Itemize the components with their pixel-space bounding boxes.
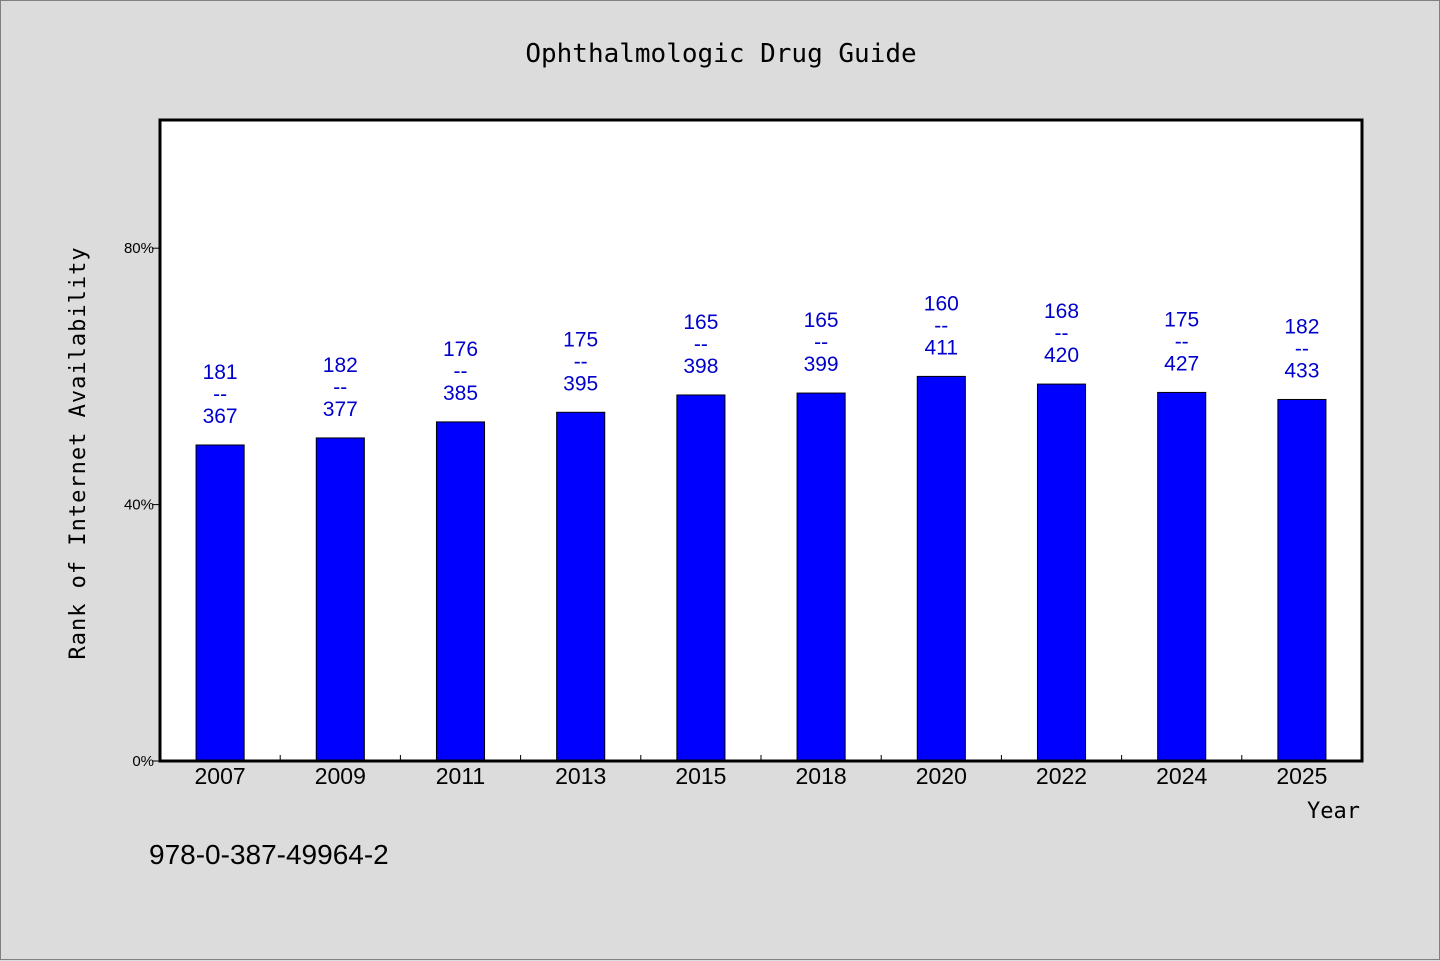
data-label-2009-0: 182 <box>323 354 358 377</box>
data-label-2018-1: -- <box>814 331 828 354</box>
x-tick-label-2013: 2013 <box>555 763 606 789</box>
chart-title: Ophthalmologic Drug Guide <box>525 39 916 69</box>
y-tick-label-0: 0% <box>132 753 154 770</box>
data-label-2020-2: 411 <box>925 336 958 359</box>
x-axis-label: Year <box>1307 799 1360 824</box>
y-tick-label-80: 80% <box>124 240 154 257</box>
data-label-2013-2: 395 <box>563 372 598 395</box>
data-label-2011-2: 385 <box>443 382 478 405</box>
bar-2013 <box>556 411 606 762</box>
data-label-2009-2: 377 <box>323 398 358 421</box>
data-label-2015-0: 165 <box>683 311 718 334</box>
data-label-2025-0: 182 <box>1284 315 1319 338</box>
data-label-2013-1: -- <box>574 350 588 373</box>
data-label-2022-1: -- <box>1055 322 1069 345</box>
data-label-2009-1: -- <box>333 376 347 399</box>
data-label-2015-1: -- <box>694 333 708 356</box>
data-label-2025-2: 433 <box>1284 359 1319 382</box>
x-tick-label-2025: 2025 <box>1276 763 1327 789</box>
data-label-2024-2: 427 <box>1164 352 1199 375</box>
data-label-2024-1: -- <box>1175 330 1189 353</box>
data-label-2018-2: 399 <box>804 353 839 376</box>
bar-2025 <box>1277 398 1327 762</box>
data-label-2007-2: 367 <box>203 405 238 428</box>
x-tick-label-2020: 2020 <box>916 763 967 789</box>
x-tick-label-2024: 2024 <box>1156 763 1207 789</box>
x-axis: 2007 2009 2011 2013 2015 2018 2020 2022 2024 2025 <box>195 755 1327 789</box>
data-label-2015-2: 398 <box>683 355 718 378</box>
data-label-2013-0: 175 <box>563 328 598 351</box>
isbn-footnote: 978-0-387-49964-2 <box>149 839 389 870</box>
y-axis-label: Rank of Internet Availability <box>66 246 91 659</box>
x-tick-label-2007: 2007 <box>195 763 246 789</box>
data-labels-group: 181--367182--377176--385175--395165--398… <box>203 292 1320 428</box>
bar-2024 <box>1157 391 1207 762</box>
data-label-2020-0: 160 <box>924 292 959 315</box>
bar-2011 <box>435 421 486 762</box>
y-axis: 0% 40% 80% <box>124 240 160 770</box>
data-label-2007-1: -- <box>213 383 227 406</box>
bars-group <box>195 375 1327 762</box>
x-tick-label-2022: 2022 <box>1036 763 1087 789</box>
data-label-2022-2: 420 <box>1044 344 1079 367</box>
y-tick-label-40: 40% <box>124 497 154 514</box>
data-label-2011-1: -- <box>454 360 468 383</box>
data-label-2025-1: -- <box>1295 337 1309 360</box>
bar-2015 <box>676 394 726 762</box>
x-tick-label-2015: 2015 <box>675 763 726 789</box>
bar-2009 <box>315 437 365 762</box>
bar-2022 <box>1036 383 1087 762</box>
data-label-2011-0: 176 <box>443 338 478 361</box>
bar-2007 <box>195 444 245 762</box>
x-tick-label-2009: 2009 <box>315 763 366 789</box>
data-label-2024-0: 175 <box>1164 308 1199 331</box>
bar-2018 <box>796 392 846 762</box>
data-label-2022-0: 168 <box>1044 300 1079 323</box>
x-tick-label-2018: 2018 <box>796 763 847 789</box>
bar-2020 <box>916 375 966 762</box>
x-tick-label-2011: 2011 <box>436 763 485 789</box>
data-label-2007-0: 181 <box>203 361 238 384</box>
data-label-2020-1: -- <box>934 314 948 337</box>
data-label-2018-0: 165 <box>804 309 839 332</box>
